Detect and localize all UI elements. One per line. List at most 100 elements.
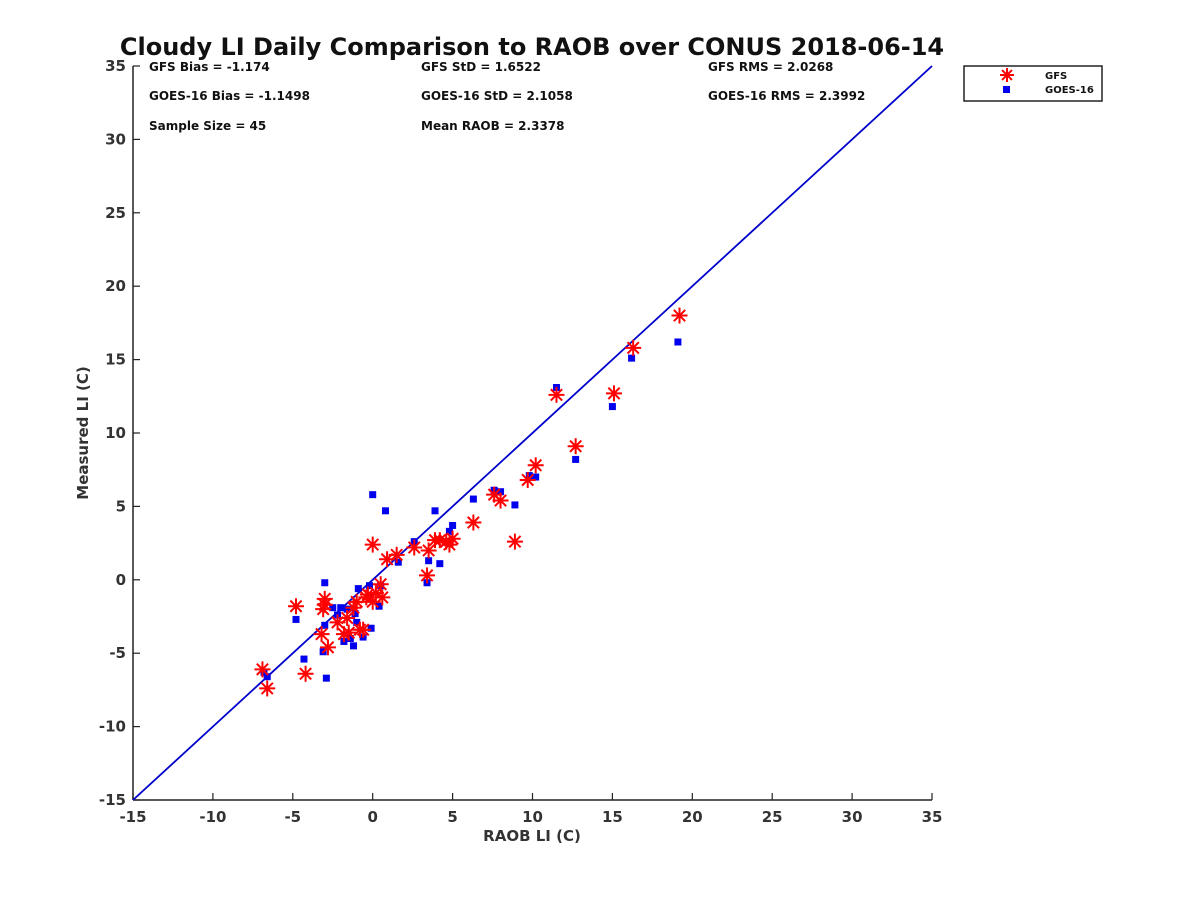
y-tick-label: 20: [105, 277, 126, 295]
y-tick-label: 0: [116, 571, 126, 589]
y-axis-label: Measured LI (C): [74, 366, 92, 499]
goes16-point: [322, 674, 330, 682]
goes16-point: [366, 582, 374, 590]
gfs-point: [605, 385, 622, 402]
gfs-point: [420, 542, 437, 559]
goes16-point: [608, 403, 616, 411]
legend-marker-goes: [1003, 86, 1010, 93]
x-tick-label: 15: [602, 808, 623, 826]
goes16-point: [321, 579, 329, 587]
gfs-point: [519, 471, 536, 488]
gfs-point: [465, 514, 482, 531]
gfs-point: [419, 567, 436, 584]
y-tick-label: -5: [109, 644, 126, 662]
gfs-point: [254, 661, 271, 678]
stat-gfs-std: GFS StD = 1.6522: [421, 60, 541, 74]
gfs-point: [548, 386, 565, 403]
goes16-point: [350, 642, 358, 650]
goes16-point: [369, 491, 377, 499]
gfs-point: [297, 665, 314, 682]
goes16-point: [532, 473, 540, 481]
reference-line-layer: [132, 65, 933, 801]
gfs-point: [506, 533, 523, 550]
goes16-point: [343, 605, 351, 613]
stat-sample-size: Sample Size = 45: [149, 119, 266, 133]
y-ticks: -15 -10 -5 0 5 10 15 20 25 30 35: [99, 57, 140, 809]
gfs-point: [259, 680, 276, 697]
goes16-point: [449, 521, 457, 529]
gfs-point: [339, 609, 356, 626]
x-tick-label: 10: [522, 808, 543, 826]
x-tick-label: -15: [119, 808, 146, 826]
gfs-point: [438, 533, 455, 550]
goes16-point: [511, 501, 519, 509]
stat-goes-bias: GOES-16 Bias = -1.1498: [149, 89, 310, 103]
goes16-point: [263, 673, 271, 681]
goes16-point: [469, 495, 477, 503]
stat-goes-std: GOES-16 StD = 2.1058: [421, 89, 573, 103]
y-tick-label: 10: [105, 424, 126, 442]
stat-gfs-bias: GFS Bias = -1.174: [149, 60, 270, 74]
y-tick-label: 5: [116, 497, 126, 515]
gfs-point: [527, 457, 544, 474]
goes16-point: [353, 618, 361, 626]
x-tick-label: -10: [199, 808, 226, 826]
y-tick-label: 25: [105, 204, 126, 222]
legend-gfs-asterisk: [1000, 68, 1014, 82]
gfs-point: [313, 626, 330, 643]
x-axis-label: RAOB LI (C): [483, 827, 581, 845]
legend: GFS GOES-16: [963, 65, 1103, 102]
goes16-point: [292, 615, 300, 623]
y-tick-label: 30: [105, 130, 126, 148]
gfs-point: [388, 546, 405, 563]
reference-line: [132, 65, 933, 801]
goes16-point: [394, 558, 402, 566]
goes16-point: [321, 621, 329, 629]
y-tick-label: 15: [105, 351, 126, 369]
x-tick-label: 5: [447, 808, 457, 826]
goes16-point: [329, 604, 337, 612]
goes16-point: [346, 635, 354, 643]
gfs-point: [315, 601, 332, 618]
legend-marker-gfs: [1000, 68, 1014, 82]
gfs-point: [319, 639, 336, 656]
x-tick-label: 0: [367, 808, 377, 826]
goes16-point: [431, 507, 439, 515]
goes16-point: [572, 455, 580, 463]
stats-annotations: GFS Bias = -1.174 GFS StD = 1.6522 GFS R…: [149, 60, 865, 133]
y-tick-label: -15: [99, 791, 126, 809]
gfs-point: [340, 624, 357, 641]
stat-mean-raob: Mean RAOB = 2.3378: [421, 119, 565, 133]
gfs-point: [364, 536, 381, 553]
goes16-point: [445, 527, 453, 535]
goes16-point: [354, 585, 362, 593]
goes16-point: [674, 338, 682, 346]
goes16-point: [367, 624, 375, 632]
chart-title: Cloudy LI Daily Comparison to RAOB over …: [120, 33, 944, 61]
x-tick-label: 25: [762, 808, 783, 826]
gfs-point: [316, 590, 333, 607]
gfs-point: [355, 621, 372, 638]
goes16-point: [375, 602, 383, 610]
gfs-point: [671, 307, 688, 324]
gfs-point: [406, 539, 423, 556]
goes16-point: [497, 488, 505, 496]
goes16-point: [381, 507, 389, 515]
x-tick-label: 20: [682, 808, 703, 826]
legend-label-gfs: GFS: [1045, 71, 1067, 82]
gfs-point: [625, 339, 642, 356]
stat-gfs-rms: GFS RMS = 2.0268: [708, 60, 833, 74]
x-tick-label: -5: [284, 808, 301, 826]
gfs-point: [287, 598, 304, 615]
x-tick-label: 35: [922, 808, 943, 826]
x-ticks: -15 -10 -5 0 5 10 15 20 25 30 35: [119, 793, 942, 826]
goes16-point: [436, 560, 444, 568]
y-tick-label: -10: [99, 718, 126, 736]
y-tick-label: 35: [105, 57, 126, 75]
gfs-point: [367, 585, 384, 602]
legend-label-goes: GOES-16: [1045, 85, 1094, 96]
goes16-point: [337, 604, 345, 612]
x-tick-label: 30: [842, 808, 863, 826]
gfs-point: [567, 438, 584, 455]
